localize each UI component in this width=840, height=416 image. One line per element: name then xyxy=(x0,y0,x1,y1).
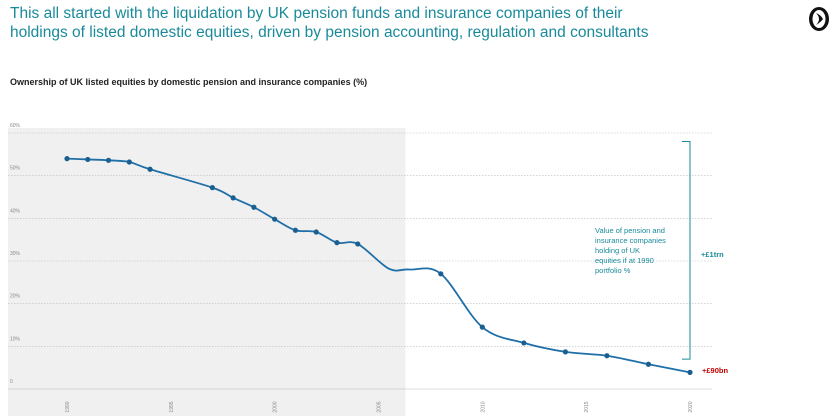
data-point xyxy=(147,166,153,172)
x-tick-label: 2000 xyxy=(273,401,279,412)
y-tick-label: 10% xyxy=(10,336,21,342)
chart-title: Ownership of UK listed equities by domes… xyxy=(10,77,368,87)
x-tick-label: 2015 xyxy=(584,401,590,412)
annotation-end-value: +£90bn xyxy=(702,366,728,375)
x-tick-label: 1990 xyxy=(65,401,71,412)
y-tick-label: 40% xyxy=(10,208,21,214)
data-point xyxy=(85,156,91,163)
x-tick-label: 2010 xyxy=(480,401,486,412)
data-point xyxy=(562,349,569,355)
data-point xyxy=(334,240,340,246)
x-tick-label: 2020 xyxy=(688,401,694,412)
ownership-series-line xyxy=(66,157,691,374)
data-point xyxy=(251,204,257,210)
y-tick-label: 0 xyxy=(10,379,13,385)
data-point xyxy=(438,271,444,277)
data-point xyxy=(64,156,70,162)
annotation-note-line: portfolio % xyxy=(595,266,631,275)
data-point xyxy=(645,361,652,367)
data-point xyxy=(355,241,361,247)
headline-line-1: This all started with the liquidation by… xyxy=(10,5,623,22)
data-point xyxy=(105,157,112,163)
annotation-note-line: insurance companies xyxy=(595,236,666,245)
annotation-bracket-value: +£1trn xyxy=(701,250,724,259)
headline-line-2: holdings of listed domestic equities, dr… xyxy=(10,24,649,41)
data-point xyxy=(313,229,319,235)
y-tick-label: 60% xyxy=(10,123,21,129)
y-tick-label: 20% xyxy=(10,294,21,300)
annotation-note-line: equities if at 1990 xyxy=(595,256,654,265)
data-point xyxy=(479,324,485,330)
data-point xyxy=(272,216,278,222)
data-point xyxy=(230,195,236,201)
data-point xyxy=(604,353,610,359)
shaded-period xyxy=(8,128,406,416)
y-tick-label: 30% xyxy=(10,251,21,257)
y-tick-label: 50% xyxy=(10,166,21,172)
headline: This all started with the liquidation by… xyxy=(10,4,710,42)
data-point xyxy=(521,340,527,346)
data-point xyxy=(126,159,132,165)
annotation-note-line: Value of pension and xyxy=(595,226,665,235)
x-tick-label: 1995 xyxy=(169,401,175,412)
brand-logo-icon xyxy=(809,7,829,31)
data-point xyxy=(209,185,215,191)
x-tick-label: 2005 xyxy=(377,401,383,412)
data-point xyxy=(687,369,693,375)
value-bracket xyxy=(682,141,691,360)
data-point xyxy=(292,227,299,233)
annotation-note-line: holding of UK xyxy=(595,246,640,255)
